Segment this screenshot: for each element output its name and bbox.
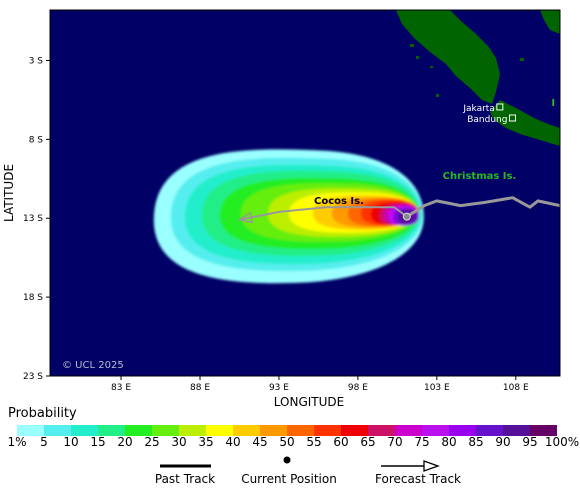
probability-level-label: 80 <box>441 435 457 449</box>
current-position-legend-label: Current Position <box>241 472 337 486</box>
forecast-track-legend-arrow <box>423 460 440 472</box>
probability-swatch <box>530 425 557 436</box>
latitude-tick-label: 8 S <box>29 135 44 145</box>
probability-swatch <box>341 425 368 436</box>
current-position-legend-dot <box>283 456 291 464</box>
probability-swatch <box>395 425 422 436</box>
probability-title: Probability <box>8 406 77 421</box>
y-axis-title: LATITUDE <box>2 164 16 222</box>
longitude-tick-label: 83 E <box>111 383 131 393</box>
current-position-marker <box>402 212 411 221</box>
probability-color-scale <box>17 425 557 436</box>
latitude-ticks: 3 S 8 S 13 S 18 S 23 S <box>23 56 50 382</box>
probability-swatch <box>71 425 98 436</box>
place-label: Christmas Is. <box>443 171 517 182</box>
past-track-line <box>405 196 560 218</box>
probability-swatch <box>422 425 449 436</box>
probability-level-label: 10 <box>63 435 79 449</box>
place-label: I N D O <box>551 98 580 109</box>
probability-level-label: 100% <box>544 435 580 449</box>
longitude-tick-label: 103 E <box>424 383 450 393</box>
probability-swatch <box>233 425 260 436</box>
probability-level-label: 60 <box>333 435 349 449</box>
place-label: Jakarta <box>462 104 494 114</box>
probability-swatch <box>17 425 44 436</box>
land-java <box>490 100 560 146</box>
probability-swatch <box>44 425 71 436</box>
latitude-tick-label: 23 S <box>23 372 43 382</box>
past-track-legend-label: Past Track <box>154 472 216 486</box>
map-frame-border <box>49 9 561 377</box>
land-islet <box>520 58 524 61</box>
probability-swatch <box>125 425 152 436</box>
land-islet <box>430 66 433 68</box>
probability-swatch <box>287 425 314 436</box>
probability-level-label: 75 <box>414 435 430 449</box>
probability-level-label: 20 <box>117 435 133 449</box>
probability-level-label: 65 <box>360 435 376 449</box>
probability-level-label: 5 <box>40 435 48 449</box>
land-sumatra <box>396 10 500 104</box>
longitude-tick-label: 88 E <box>190 383 210 393</box>
probability-swatch <box>449 425 476 436</box>
land-borneo <box>540 10 560 34</box>
latitude-tick-label: 13 S <box>23 214 43 224</box>
probability-level-label: 50 <box>279 435 295 449</box>
x-axis-title: LONGITUDE <box>274 395 344 409</box>
probability-swath <box>153 149 424 284</box>
probability-level-label: 95 <box>522 435 538 449</box>
probability-level-label: 70 <box>387 435 403 449</box>
probability-swatch <box>179 425 206 436</box>
latitude-tick-label: 18 S <box>23 293 43 303</box>
probability-swatch <box>503 425 530 436</box>
probability-level-label: 90 <box>495 435 511 449</box>
longitude-ticks: 83 E 88 E 93 E 98 E 103 E 108 E <box>111 376 529 393</box>
probability-swatch <box>152 425 179 436</box>
probability-swatch <box>314 425 341 436</box>
longitude-tick-label: 93 E <box>269 383 289 393</box>
forecast-track-line <box>239 206 408 221</box>
longitude-tick-label: 108 E <box>503 383 529 393</box>
probability-scale-labels: 1% 5 10 15 20 25 30 35 40 45 50 55 60 65 70 75 80 85 90 95 1… <box>0 435 580 451</box>
city-marker <box>508 114 516 122</box>
land-islet <box>436 94 439 97</box>
forecast-arrowhead <box>237 211 254 224</box>
longitude-tick-label: 98 E <box>348 383 368 393</box>
city-marker <box>496 103 504 111</box>
probability-level-label: 25 <box>144 435 160 449</box>
place-label: Bandung <box>467 115 507 125</box>
probability-swatch <box>260 425 287 436</box>
track-legend: Past Track Current Position Forecast Tra… <box>0 455 580 495</box>
copyright-notice: © UCL 2025 <box>62 360 124 371</box>
forecast-track-legend-label: Forecast Track <box>375 472 461 486</box>
probability-swatch <box>368 425 395 436</box>
probability-swatch <box>98 425 125 436</box>
place-label: Cocos Is. <box>314 196 364 207</box>
probability-level-label: 1% <box>7 435 27 449</box>
latitude-tick-label: 3 S <box>29 56 44 66</box>
probability-level-label: 35 <box>198 435 214 449</box>
probability-level-label: 40 <box>225 435 241 449</box>
probability-level-label: 15 <box>90 435 106 449</box>
probability-level-label: 55 <box>306 435 322 449</box>
land-islet <box>410 44 414 47</box>
probability-level-label: 45 <box>252 435 268 449</box>
probability-level-label: 30 <box>171 435 187 449</box>
land-islet <box>416 56 419 59</box>
probability-swatch <box>476 425 503 436</box>
probability-swatch <box>206 425 233 436</box>
probability-level-label: 85 <box>468 435 484 449</box>
